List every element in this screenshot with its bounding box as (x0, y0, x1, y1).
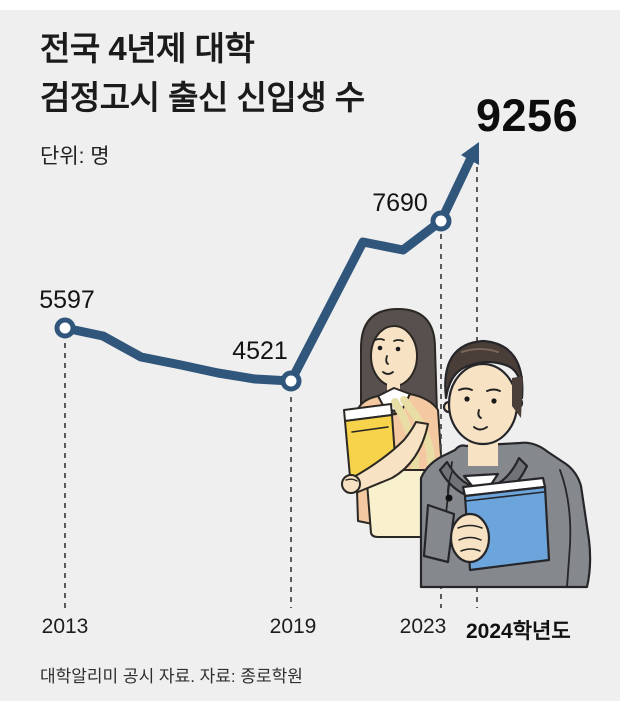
chart-title-line1: 전국 4년제 대학 (40, 30, 255, 67)
value-label-2013: 5597 (39, 286, 95, 314)
x-axis-label-2019: 2019 (269, 615, 317, 638)
x-axis-label-2013: 2013 (41, 615, 89, 638)
source-note: 대학알리미 공시 자료. 자료: 종로학원 (40, 667, 303, 686)
chart-title-line2: 검정고시 출신 신입생 수 (40, 79, 365, 116)
value-label-2023: 7690 (372, 189, 428, 217)
highlight-value-2024: 9256 (476, 90, 579, 141)
chart-title: 전국 4년제 대학 검정고시 출신 신입생 수 (40, 24, 365, 122)
value-label-2019: 4521 (232, 337, 288, 365)
x-axis-label-2023: 2023 (399, 615, 447, 638)
unit-label: 단위: 명 (40, 145, 110, 168)
x-axis-label-2024: 2024학년도 (466, 620, 571, 643)
